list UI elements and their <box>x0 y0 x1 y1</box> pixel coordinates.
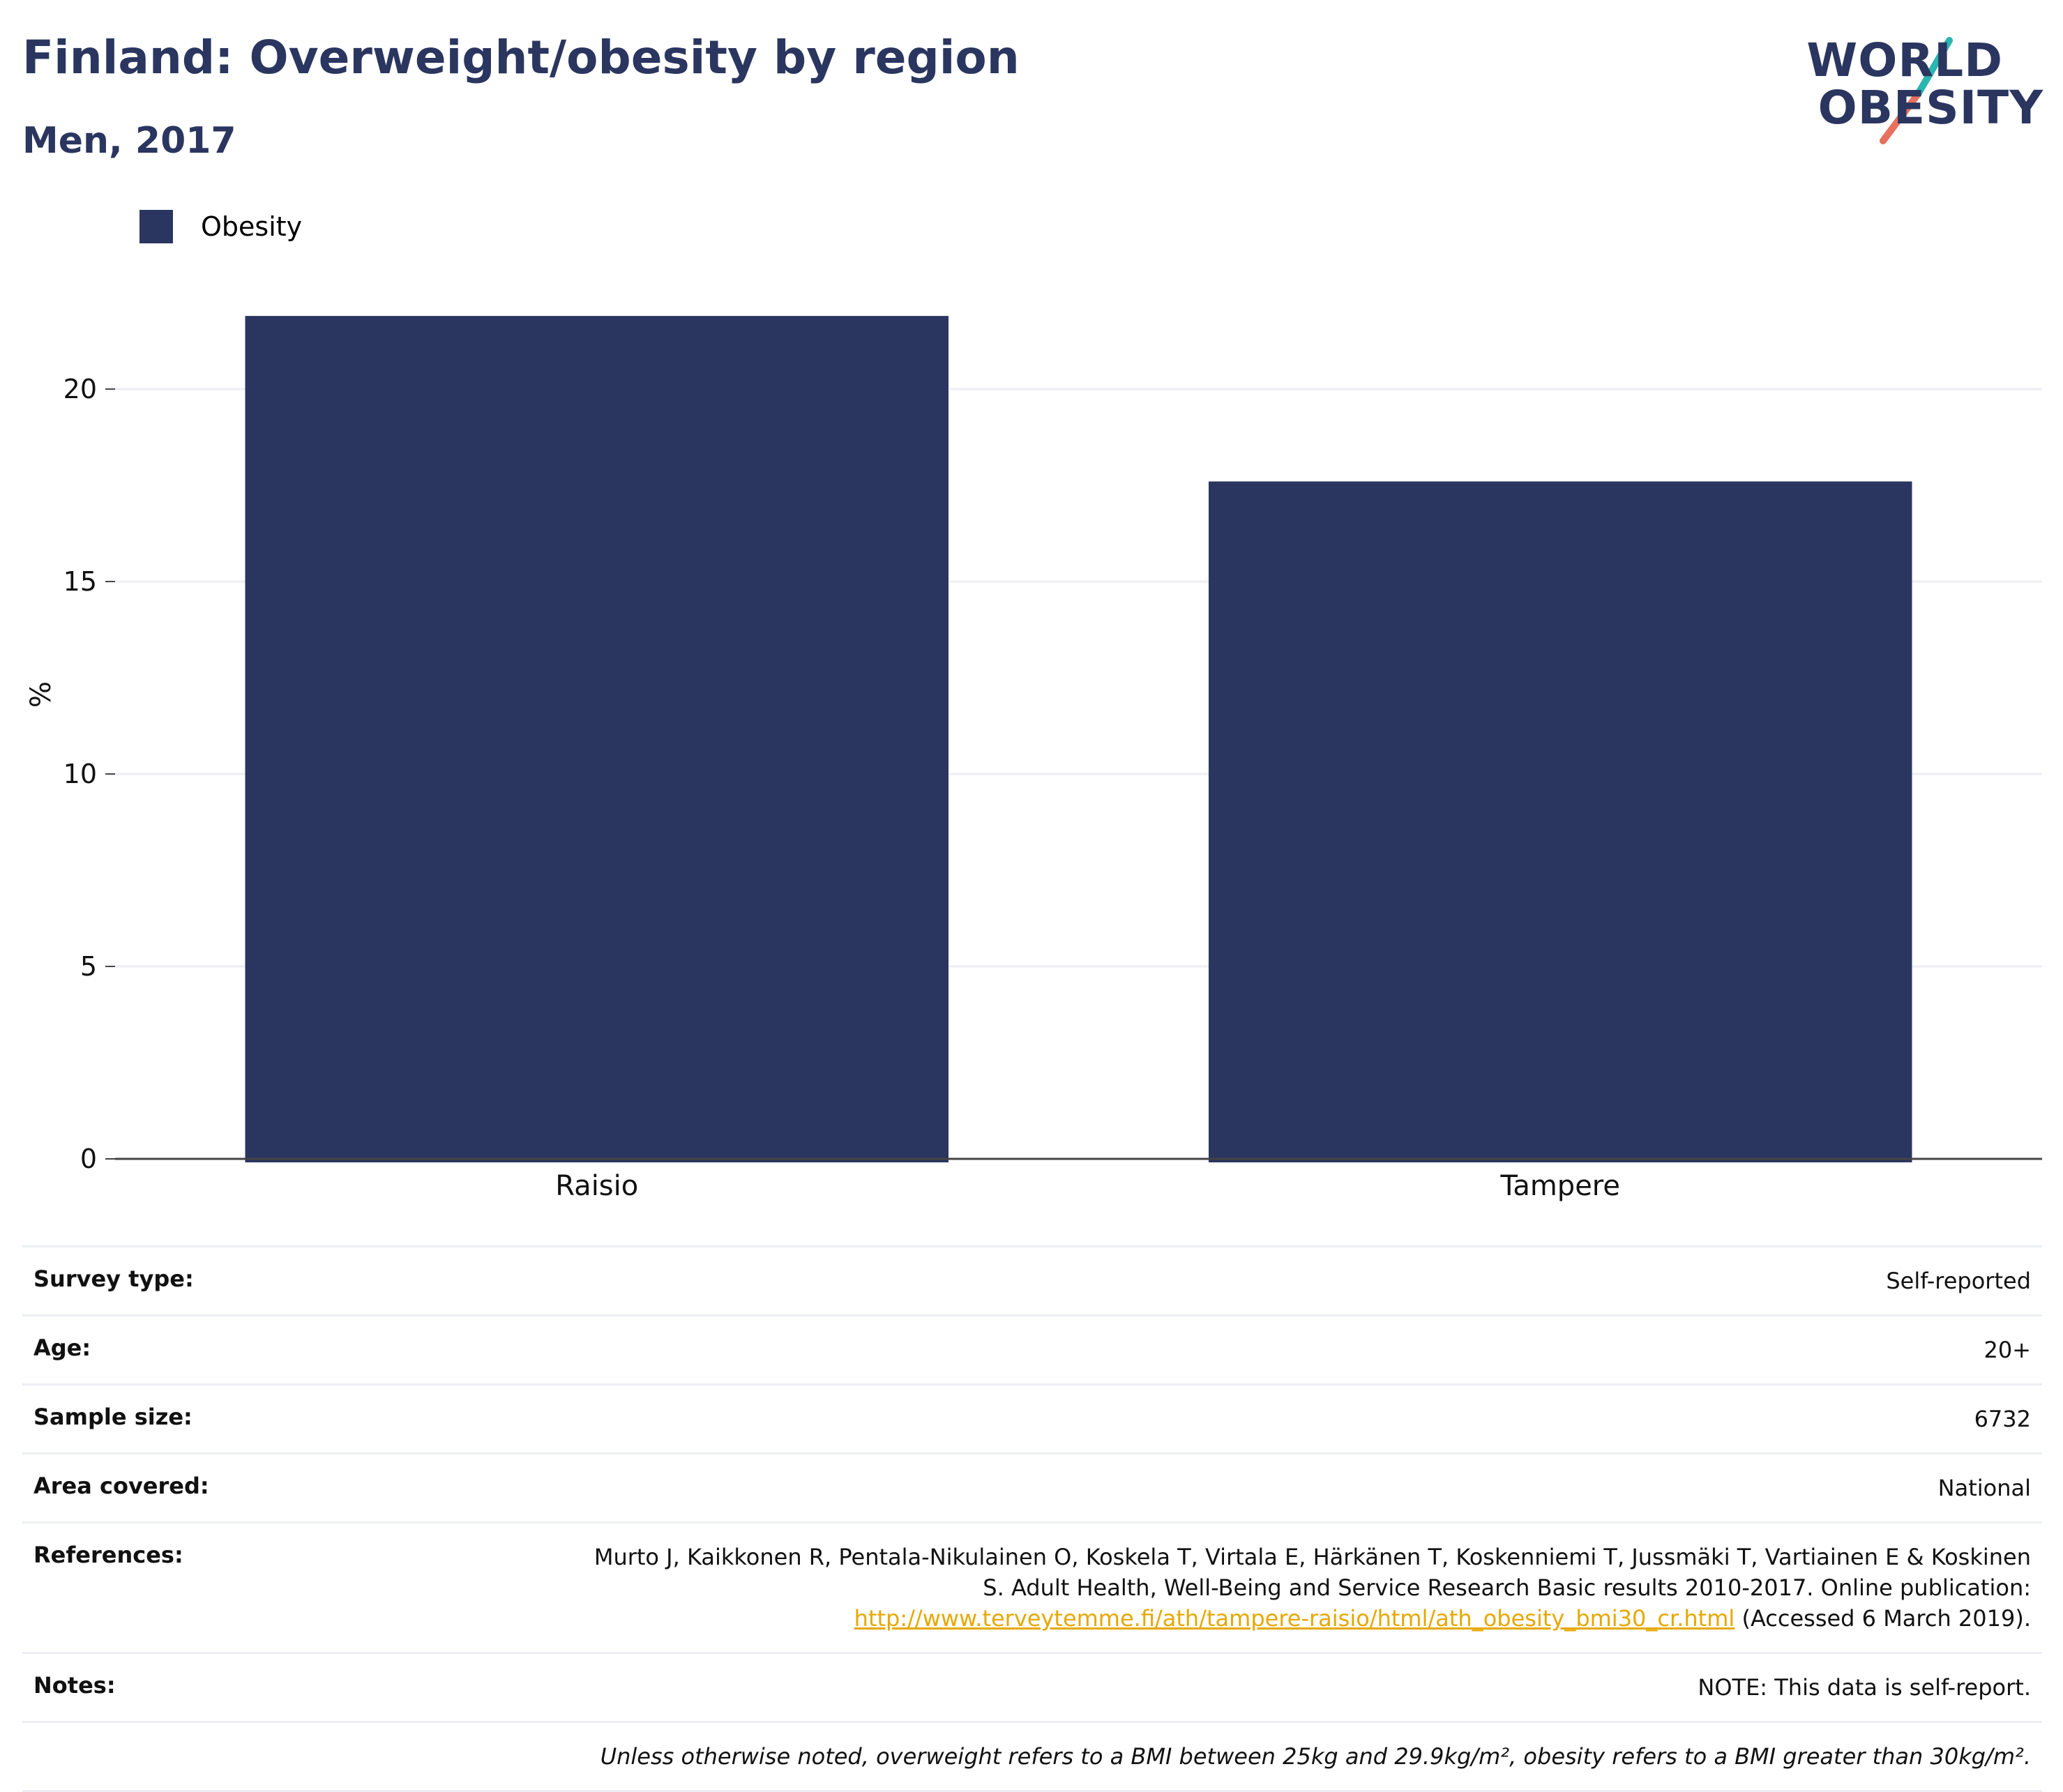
logo-word-world: WORLD <box>1806 33 2003 87</box>
world-obesity-logo: WORLD OBESITY <box>1806 28 2043 153</box>
bar-raisio <box>245 316 949 1162</box>
legend-swatch-obesity <box>139 210 173 243</box>
reference-link[interactable]: http://www.terveytemme.fi/ath/tampere-ra… <box>854 1605 1735 1632</box>
chart-legend: Obesity <box>139 209 302 244</box>
y-tick-label: 10 <box>63 759 97 789</box>
page-subtitle: Men, 2017 <box>22 120 236 162</box>
meta-row-age: Age: 20+ <box>22 1314 2042 1383</box>
meta-value-references: Murto J, Kaikkonen R, Pentala-Nikulainen… <box>566 1542 2031 1634</box>
x-tick-label: Tampere <box>1500 1170 1620 1202</box>
meta-label: Sample size: <box>33 1404 192 1430</box>
meta-row-survey-type: Survey type: Self-reported <box>22 1245 2042 1314</box>
reference-accessed: (Accessed 6 March 2019). <box>1735 1605 2031 1632</box>
y-tick-label: 15 <box>63 566 97 597</box>
y-tick-label: 0 <box>80 1144 97 1174</box>
y-tick-label: 5 <box>80 951 97 982</box>
meta-row-footnote: Unless otherwise noted, overweight refer… <box>22 1721 2042 1792</box>
meta-value: National <box>1937 1475 2031 1501</box>
y-tick-label: 20 <box>63 374 97 404</box>
reference-text: Murto J, Kaikkonen R, Pentala-Nikulainen… <box>594 1544 2031 1601</box>
meta-row-references: References: Murto J, Kaikkonen R, Pental… <box>22 1521 2042 1652</box>
meta-value: NOTE: This data is self-report. <box>1698 1674 2031 1701</box>
bar-tampere <box>1209 481 1912 1162</box>
meta-label: Area covered: <box>33 1473 209 1499</box>
meta-value: Self-reported <box>1886 1268 2031 1294</box>
meta-row-area-covered: Area covered: National <box>22 1452 2042 1521</box>
meta-label: References: <box>33 1542 183 1568</box>
chart-bars <box>245 316 1912 1162</box>
bar-chart: 0 5 10 15 20 Raisio Tampere% <box>25 316 2042 1202</box>
bmi-footnote: Unless otherwise noted, overweight refer… <box>600 1743 2031 1770</box>
meta-label: Notes: <box>33 1672 116 1699</box>
metadata-table: Survey type: Self-reported Age: 20+ Samp… <box>22 1245 2042 1792</box>
meta-value: 20+ <box>1983 1337 2031 1363</box>
x-tick-label: Raisio <box>555 1170 638 1202</box>
meta-row-sample-size: Sample size: 6732 <box>22 1383 2042 1452</box>
page-title: Finland: Overweight/obesity by region <box>22 31 1020 84</box>
meta-label: Age: <box>33 1335 91 1361</box>
chart-axes: 0 5 10 15 20 Raisio Tampere% <box>25 374 2042 1202</box>
logo-slash-icon <box>1880 37 1953 144</box>
meta-label: Survey type: <box>33 1266 194 1292</box>
legend-label-obesity: Obesity <box>201 211 303 242</box>
y-axis-label: % <box>25 681 57 708</box>
logo-word-obesity: OBESITY <box>1818 81 2043 135</box>
meta-value: 6732 <box>1974 1406 2031 1432</box>
meta-row-notes: Notes: NOTE: This data is self-report. <box>22 1652 2042 1721</box>
